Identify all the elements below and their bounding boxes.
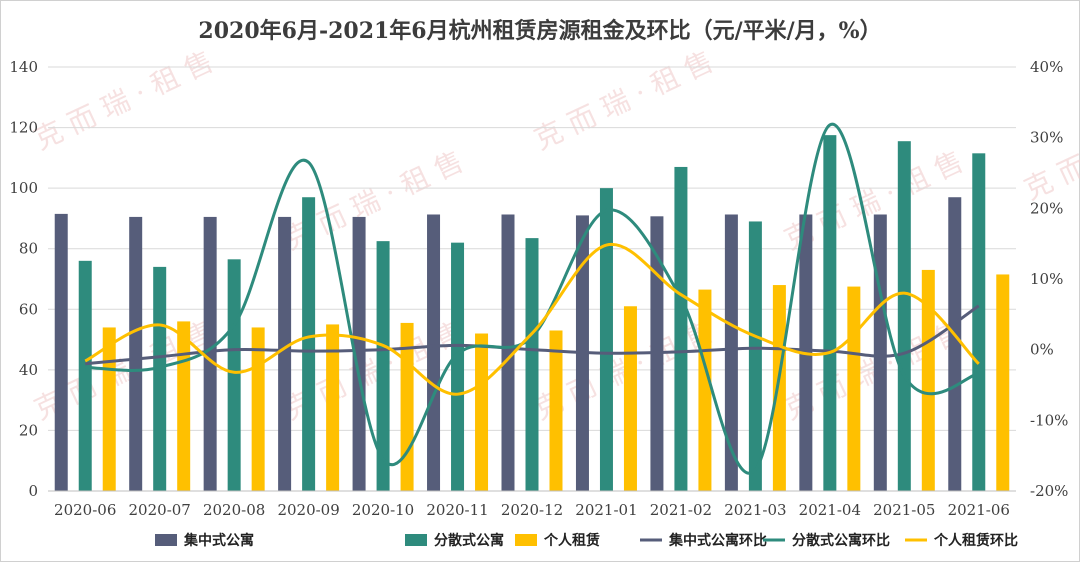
bar-个人租赁 <box>549 330 563 491</box>
bar-个人租赁 <box>623 306 637 491</box>
bar-个人租赁 <box>847 286 861 491</box>
bar-集中式公寓 <box>501 214 515 491</box>
bar-个人租赁 <box>772 285 786 491</box>
x-tick-label: 2021-04 <box>799 501 861 519</box>
bar-个人租赁 <box>102 327 116 491</box>
y-tick-label: 100 <box>9 179 38 197</box>
bar-个人租赁 <box>251 327 265 491</box>
legend-label: 集中式公寓环比 <box>668 532 767 549</box>
bar-个人租赁 <box>475 333 489 491</box>
bar-个人租赁 <box>177 321 191 491</box>
y-tick-label: 40 <box>19 361 38 379</box>
bar-个人租赁 <box>698 289 712 491</box>
bar-集中式公寓 <box>948 197 962 491</box>
bar-分散式公寓 <box>823 135 837 491</box>
y2-tick-label: 40% <box>1030 58 1063 76</box>
bar-分散式公寓 <box>302 197 316 491</box>
logo-icon <box>17 527 45 555</box>
bar-分散式公寓 <box>599 188 613 491</box>
bar-分散式公寓 <box>227 259 241 491</box>
x-tick-label: 2021-06 <box>948 501 1010 519</box>
legend-label: 集中式公寓 <box>183 532 254 549</box>
x-tick-label: 2020-10 <box>352 501 414 519</box>
logo-text: 大数跨境 <box>50 531 118 552</box>
y-tick-label: 80 <box>19 240 38 258</box>
bar-集中式公寓 <box>352 216 366 491</box>
bar-集中式公寓 <box>278 216 292 491</box>
bar-分散式公寓 <box>897 141 911 491</box>
bar-集中式公寓 <box>54 213 68 491</box>
x-tick-label: 2020-11 <box>426 501 488 519</box>
legend-label: 个人租赁环比 <box>933 532 1018 549</box>
bar-分散式公寓 <box>78 260 92 491</box>
line-个人租赁环比 <box>84 242 980 396</box>
bar-分散式公寓 <box>376 241 390 491</box>
y-tick-label: 120 <box>9 119 38 137</box>
y-tick-label: 60 <box>19 300 38 318</box>
y-tick-label: 0 <box>28 482 38 500</box>
x-tick-label: 2020-12 <box>501 501 563 519</box>
y-tick-label: 20 <box>19 421 38 439</box>
legend: 集中式公寓 分散式公寓 个人租赁 集中式公寓环比 分散式公寓环比 个人租赁环比 <box>155 532 1018 549</box>
y2-tick-label: -20% <box>1030 482 1068 500</box>
bar-分散式公寓 <box>451 242 465 491</box>
legend-swatch <box>515 534 537 546</box>
bar-集中式公寓 <box>203 216 217 491</box>
x-tick-label: 2021-02 <box>650 501 712 519</box>
x-tick-label: 2021-05 <box>873 501 935 519</box>
bar-分散式公寓 <box>153 266 167 491</box>
y2-tick-label: 10% <box>1030 270 1063 288</box>
bar-分散式公寓 <box>525 238 539 491</box>
axes: 0 20 40 60 80 100 120 140 -20% -10% 0% 10% 20% 30% 40%… <box>9 58 1068 519</box>
chart-title: 2020年6月-2021年6月杭州租赁房源租金及环比（元/平米/月，%） <box>198 18 881 44</box>
x-tick-label: 2020-08 <box>203 501 265 519</box>
x-tick-label: 2021-01 <box>575 501 637 519</box>
line-layer <box>84 122 980 475</box>
bar-个人租赁 <box>996 274 1010 491</box>
y2-tick-label: -10% <box>1030 411 1068 429</box>
bar-集中式公寓 <box>129 216 143 491</box>
x-tick-label: 2021-03 <box>724 501 786 519</box>
x-tick-label: 2020-06 <box>54 501 116 519</box>
bar-集中式公寓 <box>873 214 887 491</box>
bar-个人租赁 <box>921 269 935 491</box>
legend-label: 分散式公寓 <box>434 532 504 549</box>
y2-tick-label: 30% <box>1030 129 1063 147</box>
legend-swatch <box>405 534 427 546</box>
y2-tick-label: 20% <box>1030 199 1063 217</box>
y-tick-label: 140 <box>9 58 38 76</box>
x-tick-label: 2020-09 <box>277 501 339 519</box>
bar-个人租赁 <box>326 324 340 491</box>
legend-swatch <box>155 534 177 546</box>
bar-分散式公寓 <box>674 166 688 491</box>
logo-icon-mark <box>23 535 40 547</box>
y2-tick-label: 0% <box>1030 341 1054 359</box>
legend-label: 分散式公寓环比 <box>792 532 890 549</box>
logo: 大数跨境 <box>17 527 118 555</box>
legend-label: 个人租赁 <box>543 532 600 549</box>
bar-分散式公寓 <box>972 153 986 492</box>
x-tick-label: 2020-07 <box>129 501 191 519</box>
bar-集中式公寓 <box>427 214 441 491</box>
bar-集中式公寓 <box>724 214 738 491</box>
bar-分散式公寓 <box>748 221 762 491</box>
line-分散式公寓环比 <box>85 122 980 475</box>
